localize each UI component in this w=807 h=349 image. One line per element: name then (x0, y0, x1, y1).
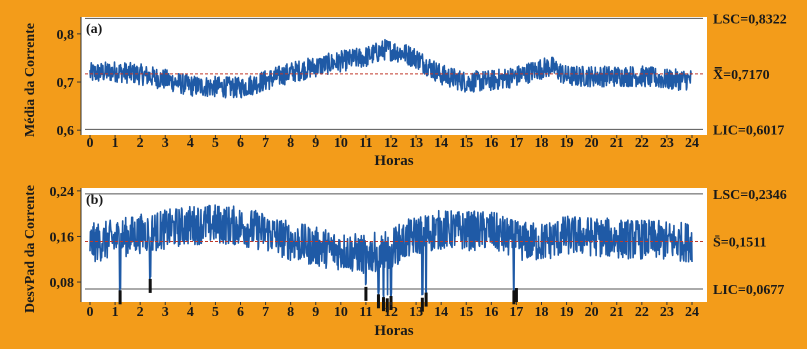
x-tick-label: 13 (409, 305, 423, 320)
center-line-label: X̿=0,7170 (713, 66, 770, 83)
outlier-point (424, 292, 428, 307)
x-tick-label: 5 (212, 136, 219, 151)
x-tick-label: 20 (585, 305, 599, 320)
x-tick-label: 15 (459, 305, 473, 320)
x-tick-label: 22 (635, 136, 649, 151)
x-tick-label: 21 (610, 136, 624, 151)
x-tick-label: 24 (685, 136, 699, 151)
x-tick-label: 19 (560, 136, 574, 151)
x-tick-label: 0 (87, 305, 94, 320)
x-tick-label: 16 (484, 136, 498, 151)
chart-panel-b: (b)0,080,160,240 1 2 3 4 5 6 7 8 9 10 11 12 13 14 15 16 1… (23, 185, 787, 339)
x-tick-label: 14 (434, 305, 448, 320)
y-tick-label: 0,16 (50, 230, 75, 245)
x-tick-label: 12 (384, 136, 398, 151)
x-tick-label: 17 (509, 136, 523, 151)
x-tick-label: 6 (237, 305, 244, 320)
outlier-point (420, 297, 424, 312)
x-tick-label: 12 (384, 305, 398, 320)
x-tick-label: 4 (187, 136, 194, 151)
x-tick-label: 23 (660, 305, 674, 320)
y-tick-label: 0,24 (50, 185, 75, 200)
outlier-point (364, 286, 368, 301)
upper-limit-label: LSC=0,2346 (713, 188, 787, 203)
panel-label: (b) (86, 193, 103, 208)
x-tick-label: 1 (112, 305, 119, 320)
x-tick-label: 5 (212, 305, 219, 320)
y-tick-label: 0,08 (50, 276, 75, 291)
x-tick-label: 9 (312, 305, 319, 320)
x-tick-label: 7 (262, 136, 269, 151)
lower-limit-label: LIC=0,0677 (713, 283, 784, 298)
x-axis-label: Horas (374, 323, 413, 339)
x-tick-label: 2 (137, 136, 144, 151)
x-tick-label: 8 (287, 136, 294, 151)
x-tick-label: 16 (484, 305, 498, 320)
x-tick-label: 10 (334, 305, 348, 320)
x-tick-label: 18 (535, 305, 549, 320)
x-tick-label: 18 (535, 136, 549, 151)
x-tick-label: 19 (560, 305, 574, 320)
outlier-point (385, 298, 389, 313)
x-tick-label: 21 (610, 305, 624, 320)
outlier-point (148, 278, 152, 293)
lower-limit-label: LIC=0,6017 (713, 123, 784, 138)
x-tick-label: 24 (685, 305, 699, 320)
x-tick-label: 22 (635, 305, 649, 320)
x-tick-label: 20 (585, 136, 599, 151)
x-tick-label: 11 (359, 136, 372, 151)
x-tick-label: 10 (334, 136, 348, 151)
x-tick-label: 3 (162, 136, 169, 151)
x-tick-label: 2 (137, 305, 144, 320)
upper-limit-label: LSC=0,8322 (713, 12, 787, 27)
panel-label: (a) (86, 22, 103, 37)
x-tick-label: 23 (660, 136, 674, 151)
outlier-point (514, 288, 518, 303)
series-line (89, 38, 693, 99)
x-tick-label: 11 (359, 305, 372, 320)
x-tick-label: 15 (459, 136, 473, 151)
x-tick-label: 14 (434, 136, 448, 151)
y-axis-label: Média da Corrente (23, 23, 38, 137)
x-tick-label: 4 (187, 305, 194, 320)
x-tick-label: 7 (262, 305, 269, 320)
outlier-point (381, 297, 385, 312)
chart-panel-a: (a)0,60,70,80 1 2 3 4 5 6 7 8 9 10 11 12 13 14 15 16 17 18… (23, 12, 787, 169)
x-tick-label: 17 (509, 305, 523, 320)
y-axis-label: DesvPad da Corrente (23, 185, 38, 313)
x-tick-label: 9 (312, 136, 319, 151)
y-tick-label: 0,8 (57, 28, 75, 43)
x-tick-label: 1 (112, 136, 119, 151)
x-tick-label: 0 (87, 136, 94, 151)
x-tick-label: 13 (409, 136, 423, 151)
outlier-point (376, 294, 380, 309)
y-tick-label: 0,6 (57, 124, 75, 139)
outlier-point (512, 290, 516, 305)
x-tick-label: 6 (237, 136, 244, 151)
center-line-label: S̄=0,1511 (713, 235, 767, 250)
outlier-point (118, 290, 122, 305)
x-tick-label: 3 (162, 305, 169, 320)
x-tick-label: 8 (287, 305, 294, 320)
x-axis-label: Horas (374, 153, 413, 169)
y-tick-label: 0,7 (57, 76, 75, 91)
